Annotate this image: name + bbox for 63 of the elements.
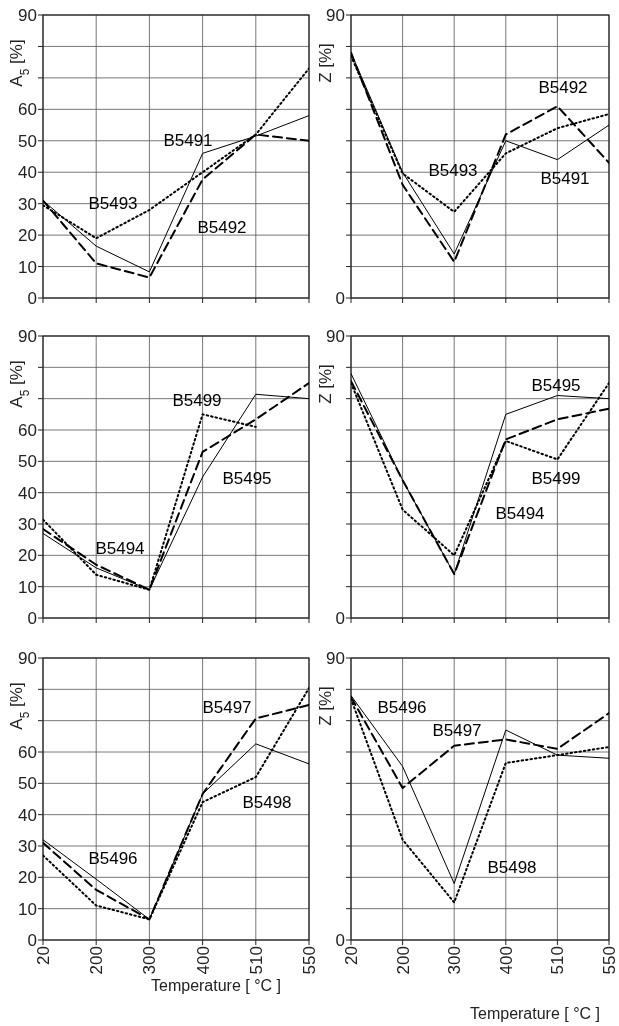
series-label: B5498: [487, 857, 537, 877]
series-label: B5492: [197, 217, 247, 237]
y-tick-label: 90: [18, 648, 37, 668]
y-tick-label: 30: [18, 514, 37, 534]
series-label: B5496: [377, 697, 427, 717]
y-tick-label: 90: [326, 326, 345, 346]
y-tick-label: 60: [18, 100, 37, 120]
y-tick-label: 0: [335, 930, 345, 950]
y-tick-label: 0: [27, 288, 37, 308]
y-tick-label: 90: [326, 648, 345, 668]
y-tick-label: 20: [18, 226, 37, 246]
x-tick-label: 550: [299, 946, 319, 975]
y-tick-label: 40: [18, 163, 37, 183]
series-label: B5494: [95, 538, 145, 558]
y-tick-label: 0: [335, 288, 345, 308]
y-tick-label: 0: [335, 608, 345, 628]
y-tick-label: 90: [326, 5, 345, 25]
series-label: B5497: [432, 720, 482, 740]
series-label: B5491: [163, 130, 213, 150]
x-tick-label: 200: [87, 946, 107, 975]
y-tick-label: 10: [18, 577, 37, 597]
y-tick-label: 50: [18, 131, 37, 151]
series-label: B5499: [172, 390, 222, 410]
y-axis-title: Z [%]: [316, 364, 335, 404]
y-tick-label: 60: [18, 742, 37, 762]
y-tick-label: 30: [18, 194, 37, 214]
y-axis-title: Z [%]: [316, 43, 335, 83]
y-tick-label: 40: [18, 483, 37, 503]
y-tick-label: 90: [18, 326, 37, 346]
y-tick-label: 40: [18, 805, 37, 825]
series-label: B5495: [531, 375, 581, 395]
series-label: B5493: [88, 193, 138, 213]
x-tick-label: 550: [599, 946, 619, 975]
y-tick-label: 30: [18, 836, 37, 856]
x-tick-label: 510: [548, 946, 568, 975]
y-tick-label: 20: [18, 868, 37, 888]
y-tick-label: 60: [18, 420, 37, 440]
y-tick-label: 0: [27, 608, 37, 628]
y-axis-title: Z [%]: [316, 686, 335, 726]
x-tick-label: 300: [140, 946, 160, 975]
y-tick-label: 20: [18, 546, 37, 566]
series-label: B5496: [88, 848, 138, 868]
y-tick-label: 90: [18, 5, 37, 25]
series-label: B5498: [242, 792, 292, 812]
series-label: B5495: [222, 468, 272, 488]
x-tick-label: 200: [393, 946, 413, 975]
series-label: B5493: [428, 160, 478, 180]
x-tick-label: 300: [445, 946, 465, 975]
x-tick-label: 400: [193, 946, 213, 975]
y-tick-label: 10: [18, 257, 37, 277]
x-axis-title: Temperature [ °C ]: [151, 977, 281, 994]
series-label: B5499: [531, 468, 581, 488]
x-axis-title: Temperature [ °C ]: [470, 1005, 600, 1022]
y-tick-label: 50: [18, 774, 37, 794]
y-tick-label: 50: [18, 452, 37, 472]
x-tick-label: 510: [246, 946, 266, 975]
series-label: B5494: [495, 503, 545, 523]
x-tick-label: 400: [496, 946, 516, 975]
series-label: B5492: [538, 77, 588, 97]
series-label: B5491: [540, 168, 590, 188]
y-tick-label: 10: [18, 899, 37, 919]
series-label: B5497: [202, 697, 252, 717]
y-tick-label: 0: [27, 930, 37, 950]
